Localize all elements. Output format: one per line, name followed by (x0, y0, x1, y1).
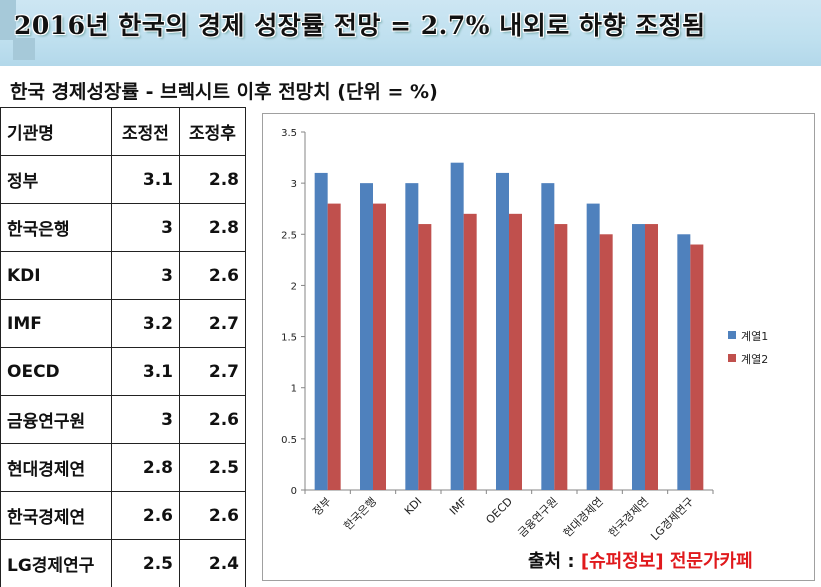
after-value-cell: 2.7 (179, 299, 246, 348)
banner-decoration (0, 0, 16, 40)
after-value-cell: 2.8 (179, 203, 246, 252)
bar-1 (496, 172, 509, 490)
before-value-cell: 3 (111, 395, 180, 444)
bar-2 (463, 213, 477, 490)
x-tick-label: KDI (402, 495, 425, 518)
header-after: 조정후 (179, 107, 246, 156)
bar-chart: 0 0.5 1 1.5 2 2.5 3 3.5 정부 한국은행 KDI IMF OECD 금융연구원 현대경… (281, 128, 768, 543)
y-tick-label: 2 (291, 281, 297, 292)
table-row: LG경제연구 2.5 2.4 (0, 539, 246, 587)
bar-1 (632, 224, 645, 491)
table-row: 현대경제연 2.8 2.5 (0, 443, 246, 492)
legend-label-2: 계열2 (741, 353, 768, 366)
table-row: 정부 3.1 2.8 (0, 155, 246, 204)
bar-1 (360, 183, 373, 490)
y-tick-label: 1 (291, 384, 297, 395)
header-institution: 기관명 (0, 107, 112, 156)
bar-2 (509, 213, 522, 490)
y-tick-label: 0.5 (281, 435, 297, 446)
bar-1 (405, 183, 419, 490)
institution-cell: OECD (0, 347, 112, 396)
bar-1 (677, 234, 691, 490)
before-value-cell: 2.5 (111, 539, 180, 587)
before-value-cell: 3.2 (111, 299, 180, 348)
y-tick-label: 2.5 (281, 230, 297, 241)
before-value-cell: 3 (111, 251, 180, 300)
x-tick-label: 정부 (310, 495, 334, 519)
bar-2 (645, 224, 658, 491)
header-before: 조정전 (111, 107, 180, 156)
institution-cell: 현대경제연 (0, 443, 112, 492)
before-value-cell: 2.6 (111, 491, 180, 540)
y-tick-label: 3 (291, 179, 297, 190)
institution-cell: KDI (0, 251, 112, 300)
institution-cell: IMF (0, 299, 112, 348)
y-tick-label: 0 (291, 486, 297, 497)
x-tick-label: 한국은행 (341, 495, 379, 533)
subtitle: 한국 경제성장률 - 브렉시트 이후 전망치 (단위 = %) (10, 81, 438, 103)
chart-frame: 0 0.5 1 1.5 2 2.5 3 3.5 정부 한국은행 KDI IMF OECD 금융연구원 현대경… (262, 113, 815, 581)
x-tick-label: IMF (447, 495, 470, 518)
institution-cell: 정부 (0, 155, 112, 204)
bar-2 (554, 224, 568, 491)
table-row: OECD 3.1 2.7 (0, 347, 246, 396)
table-row: IMF 3.2 2.7 (0, 299, 246, 348)
after-value-cell: 2.6 (179, 251, 246, 300)
table-row: 한국경제연 2.6 2.6 (0, 491, 246, 540)
source-label: 출처 : (528, 551, 575, 572)
after-value-cell: 2.7 (179, 347, 246, 396)
bar-1 (541, 183, 555, 490)
table-row: 금융연구원 3 2.6 (0, 395, 246, 444)
bar-1 (450, 162, 464, 490)
x-tick-label: 금융연구원 (515, 495, 560, 540)
x-tick-label: OECD (483, 495, 515, 527)
table-row: 한국은행 3 2.8 (0, 203, 246, 252)
after-value-cell: 2.4 (179, 539, 246, 587)
y-tick-label: 3.5 (281, 128, 297, 139)
before-value-cell: 3.1 (111, 347, 180, 396)
table-header-row: 기관명 조정전 조정후 (0, 107, 246, 156)
bar-2 (327, 203, 341, 490)
legend-swatch-2 (728, 354, 736, 362)
legend-label-1: 계열1 (741, 330, 768, 343)
source-value: [슈퍼정보] 전문가카페 (580, 551, 753, 572)
before-value-cell: 3.1 (111, 155, 180, 204)
y-tick-label: 1.5 (281, 333, 297, 344)
bar-2 (690, 244, 704, 490)
table-row: KDI 3 2.6 (0, 251, 246, 300)
bar-1 (314, 172, 328, 490)
banner-decoration-square (13, 38, 35, 60)
before-value-cell: 3 (111, 203, 180, 252)
after-value-cell: 2.6 (179, 491, 246, 540)
institution-cell: LG경제연구 (0, 539, 112, 587)
x-tick-label: LG경제연구 (648, 495, 696, 543)
after-value-cell: 2.8 (179, 155, 246, 204)
before-value-cell: 2.8 (111, 443, 180, 492)
title-banner: 2016년 한국의 경제 성장률 전망 = 2.7% 내외로 하향 조정됨 (0, 0, 821, 66)
source-note: 출처 : [슈퍼정보] 전문가카페 (528, 547, 753, 573)
bar-2 (373, 203, 386, 490)
x-tick-label: 현대경제연 (561, 495, 606, 540)
bar-2 (418, 224, 432, 491)
institution-cell: 한국경제연 (0, 491, 112, 540)
institution-cell: 한국은행 (0, 203, 112, 252)
institution-cell: 금융연구원 (0, 395, 112, 444)
bar-2 (599, 234, 613, 490)
x-tick-label: 한국경제연 (606, 495, 651, 540)
legend-swatch-1 (728, 331, 736, 339)
after-value-cell: 2.6 (179, 395, 246, 444)
bar-1 (586, 203, 600, 490)
headline: 2016년 한국의 경제 성장률 전망 = 2.7% 내외로 하향 조정됨 (14, 11, 706, 40)
after-value-cell: 2.5 (179, 443, 246, 492)
forecast-table: 기관명 조정전 조정후 정부 3.1 2.8 한국은행 3 2.8 KDI 3 2.6 IMF 3.… (0, 107, 246, 587)
